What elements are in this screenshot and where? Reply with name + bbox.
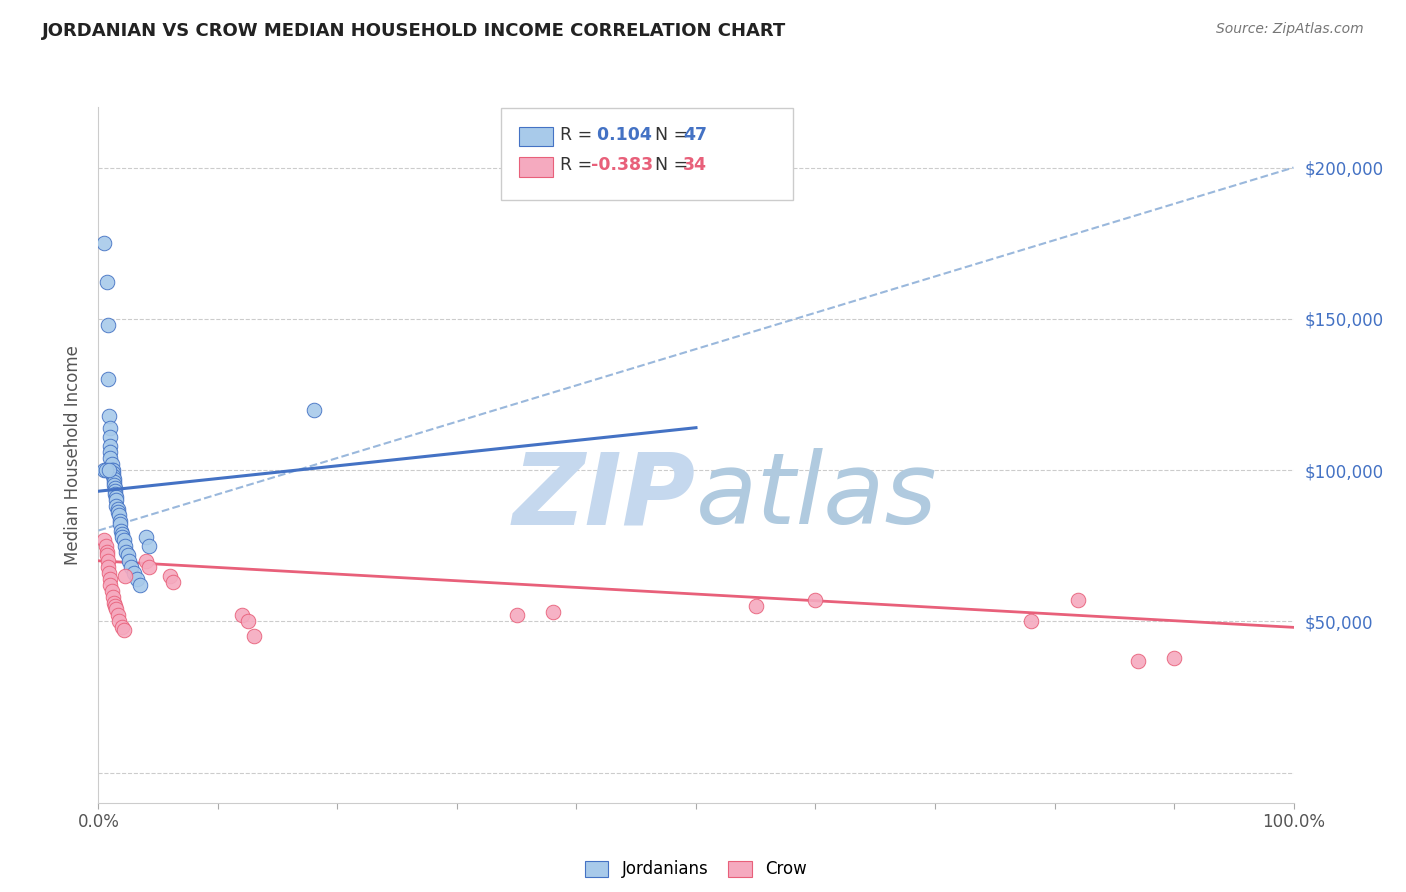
Point [1067, 593, 1090, 607]
Point [101, 466, 124, 480]
Point [105, 493, 128, 508]
Point [124, 566, 146, 580]
Point [138, 539, 160, 553]
Point [100, 463, 122, 477]
Point [114, 569, 136, 583]
Point [97, 559, 120, 574]
Point [104, 484, 127, 499]
Point [105, 490, 128, 504]
Point [107, 615, 129, 629]
Text: atlas: atlas [696, 448, 938, 545]
Point [112, 624, 135, 638]
Legend: Jordanians, Crow: Jordanians, Crow [578, 854, 814, 885]
Point [101, 469, 124, 483]
Point [98, 463, 121, 477]
Point [108, 515, 131, 529]
Point [110, 524, 132, 538]
Text: Source: ZipAtlas.com: Source: ZipAtlas.com [1216, 22, 1364, 37]
Point [100, 457, 122, 471]
Point [98, 572, 122, 586]
Point [1019, 615, 1042, 629]
Point [103, 475, 125, 490]
Point [1128, 654, 1150, 668]
Text: N =: N = [644, 156, 693, 174]
Point [135, 554, 157, 568]
Point [111, 620, 134, 634]
Point [103, 596, 125, 610]
Text: 34: 34 [683, 156, 707, 174]
Text: R =: R = [560, 126, 598, 144]
Point [104, 599, 127, 614]
Point [117, 548, 139, 562]
Point [103, 478, 125, 492]
Point [129, 578, 152, 592]
Point [804, 593, 827, 607]
Point [107, 608, 129, 623]
Point [118, 554, 141, 568]
Point [93, 236, 115, 251]
Point [96, 545, 118, 559]
Point [159, 569, 181, 583]
Point [97, 318, 120, 332]
Y-axis label: Median Household Income: Median Household Income [65, 345, 83, 565]
Point [135, 530, 157, 544]
Point [98, 420, 122, 434]
Point [107, 508, 129, 523]
Point [111, 526, 134, 541]
Point [243, 629, 266, 643]
Text: ZIP: ZIP [513, 448, 696, 545]
Point [104, 481, 127, 495]
Point [138, 559, 160, 574]
Point [94, 463, 117, 477]
Point [98, 430, 122, 444]
Text: N =: N = [644, 126, 693, 144]
Point [162, 574, 184, 589]
Point [94, 539, 117, 553]
Point [108, 517, 131, 532]
Point [98, 445, 122, 459]
Point [114, 539, 136, 553]
Point [107, 505, 129, 519]
Point [98, 439, 122, 453]
Point [97, 372, 120, 386]
Text: JORDANIAN VS CROW MEDIAN HOUSEHOLD INCOME CORRELATION CHART: JORDANIAN VS CROW MEDIAN HOUSEHOLD INCOM… [42, 22, 786, 40]
Point [111, 530, 134, 544]
Point [120, 559, 142, 574]
Point [236, 615, 259, 629]
Point [101, 590, 124, 604]
Point [302, 402, 325, 417]
Point [105, 602, 128, 616]
Point [105, 500, 128, 514]
Point [115, 545, 138, 559]
Point [104, 487, 127, 501]
Point [745, 599, 768, 614]
Text: -0.383: -0.383 [591, 156, 652, 174]
Point [1163, 650, 1185, 665]
Point [93, 533, 115, 547]
Point [100, 584, 122, 599]
Point [98, 409, 121, 423]
Point [97, 554, 120, 568]
Point [541, 605, 564, 619]
Text: R =: R = [560, 156, 598, 174]
Point [96, 548, 118, 562]
Point [506, 608, 529, 623]
Point [98, 450, 122, 465]
Point [96, 276, 118, 290]
Point [93, 463, 115, 477]
Point [101, 463, 124, 477]
Text: 0.104: 0.104 [591, 126, 651, 144]
Text: 47: 47 [683, 126, 707, 144]
Point [98, 578, 122, 592]
Point [125, 572, 148, 586]
Point [98, 566, 121, 580]
Point [103, 472, 125, 486]
Point [107, 502, 129, 516]
Point [112, 533, 135, 547]
Point [231, 608, 253, 623]
